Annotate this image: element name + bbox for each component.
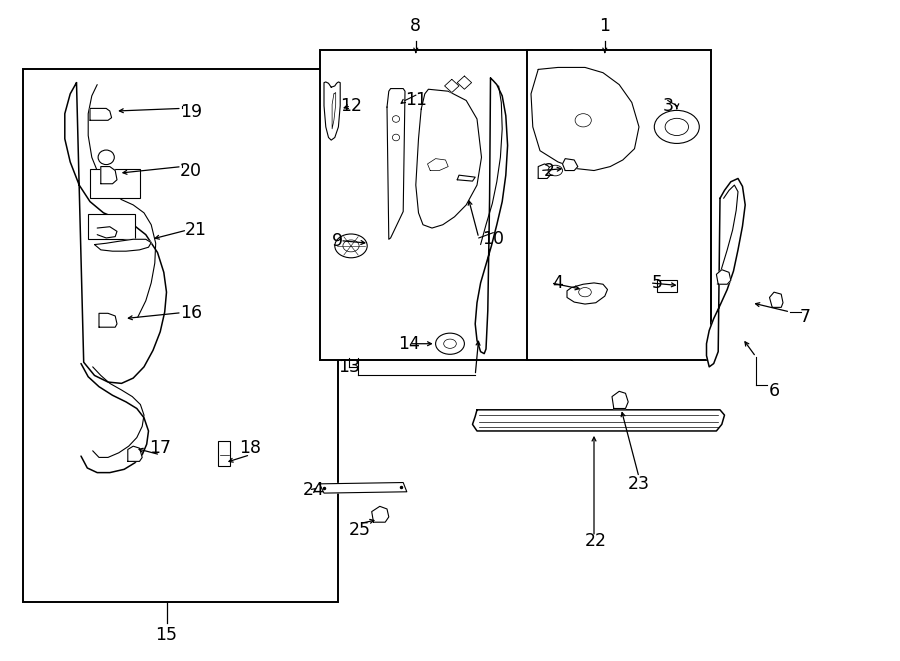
Polygon shape: [475, 78, 508, 354]
Polygon shape: [567, 283, 608, 304]
Polygon shape: [706, 178, 745, 367]
Polygon shape: [90, 108, 112, 120]
Text: 13: 13: [338, 358, 360, 376]
Circle shape: [335, 234, 367, 258]
Circle shape: [343, 240, 359, 252]
Bar: [320, 50, 572, 360]
Polygon shape: [320, 483, 407, 493]
Polygon shape: [99, 313, 117, 327]
Circle shape: [548, 165, 562, 176]
Polygon shape: [416, 89, 482, 228]
Text: 5: 5: [652, 274, 662, 292]
Polygon shape: [612, 391, 628, 408]
Text: 19: 19: [180, 103, 202, 122]
Polygon shape: [538, 164, 551, 178]
Ellipse shape: [392, 134, 400, 141]
Text: 2: 2: [544, 161, 554, 180]
Bar: [22, 69, 338, 602]
Ellipse shape: [575, 114, 591, 127]
Text: 1: 1: [599, 17, 610, 36]
Polygon shape: [128, 446, 142, 461]
Polygon shape: [94, 239, 151, 251]
Text: 25: 25: [349, 521, 371, 539]
Polygon shape: [531, 67, 639, 171]
Circle shape: [436, 333, 464, 354]
Polygon shape: [445, 79, 459, 93]
Text: 16: 16: [180, 303, 202, 322]
Text: 17: 17: [149, 439, 171, 457]
Text: 20: 20: [180, 161, 202, 180]
Bar: [526, 50, 711, 360]
Text: 10: 10: [482, 230, 504, 249]
Polygon shape: [387, 89, 405, 239]
Text: 18: 18: [239, 439, 261, 457]
Ellipse shape: [392, 116, 400, 122]
Circle shape: [654, 110, 699, 143]
Text: 12: 12: [340, 97, 362, 115]
Polygon shape: [716, 270, 731, 284]
Polygon shape: [457, 175, 475, 181]
Text: 3: 3: [662, 97, 673, 115]
Text: 4: 4: [553, 274, 563, 292]
Bar: [90, 169, 140, 198]
Polygon shape: [472, 410, 724, 431]
Bar: [88, 214, 135, 239]
Polygon shape: [770, 292, 783, 307]
Circle shape: [444, 339, 456, 348]
Circle shape: [665, 118, 688, 136]
Text: 14: 14: [399, 334, 420, 353]
Text: 15: 15: [156, 625, 177, 644]
Polygon shape: [101, 167, 117, 184]
Text: 23: 23: [628, 475, 650, 493]
Polygon shape: [372, 506, 389, 522]
Circle shape: [579, 288, 591, 297]
Text: 24: 24: [302, 481, 324, 500]
Text: 22: 22: [585, 531, 607, 550]
Polygon shape: [457, 76, 472, 89]
Text: 8: 8: [410, 17, 421, 36]
Ellipse shape: [98, 150, 114, 165]
Text: 9: 9: [332, 231, 343, 250]
Text: 21: 21: [185, 221, 207, 239]
Bar: [657, 280, 677, 292]
Text: 7: 7: [800, 308, 811, 327]
Polygon shape: [562, 159, 578, 171]
Text: 6: 6: [769, 382, 779, 401]
Bar: [218, 441, 230, 466]
Text: 11: 11: [405, 91, 427, 110]
